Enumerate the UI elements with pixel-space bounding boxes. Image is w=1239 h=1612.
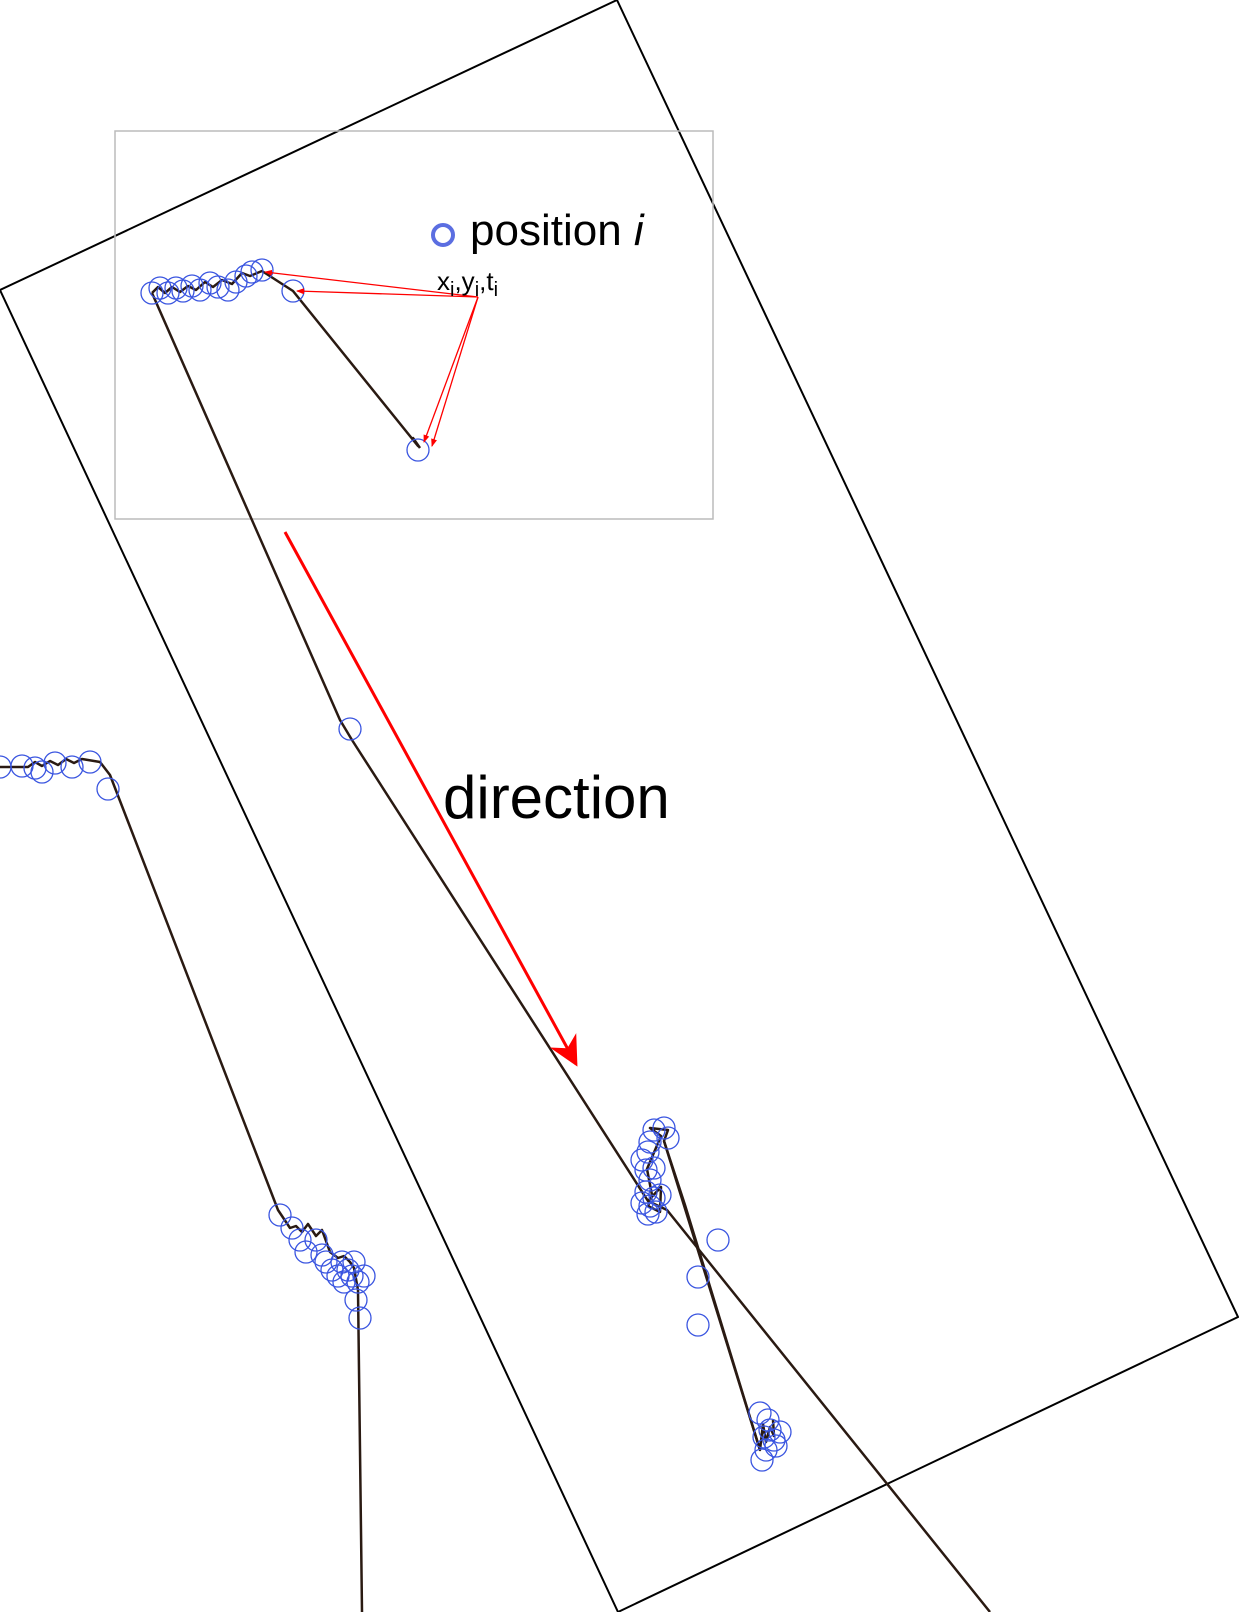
track-main-exit [647,1199,991,1612]
position-marker [156,281,180,305]
position-marker [96,777,120,801]
position-marker [342,1250,366,1274]
position-marker [332,1270,356,1294]
legend-marker [431,223,455,247]
position-marker [636,1202,660,1226]
position-marker [346,1270,370,1294]
position-marker [23,756,47,780]
position-marker [752,1425,776,1449]
position-marker [234,264,258,288]
track-main-descent [150,292,776,1452]
coord-label: xi,yi,ti [437,266,498,301]
position-marker [240,260,264,284]
position-marker [340,1264,364,1288]
position-marker [750,1448,774,1472]
position-marker [656,1126,680,1150]
position-marker [206,275,230,299]
position-marker [310,1243,334,1267]
position-marker [140,281,164,305]
track-secondary [0,757,364,1612]
direction-label: direction [443,764,670,831]
position-marker [686,1265,710,1289]
track-zig [662,1140,762,1451]
position-marker [250,258,274,282]
position-marker [338,717,362,741]
position-marker [686,1313,710,1337]
position-marker [644,1200,668,1224]
position-marker [348,1306,372,1330]
position-marker [304,1228,328,1252]
pointer-arrows [264,269,479,447]
position-marker [294,1240,318,1264]
position-marker [60,755,84,779]
direction-arrow [283,531,578,1067]
position-marker [642,1156,666,1180]
position-marker [768,1420,792,1444]
position-marker [280,1216,304,1240]
position-marker [748,1401,772,1425]
position-marker [652,1116,676,1140]
position-marker [336,1258,360,1282]
position-marker [43,751,67,775]
position-marker [148,276,172,300]
position-marker [216,278,240,302]
zoom-frame [114,130,714,520]
svg-text:position i: position i [470,206,645,255]
position-marker [288,1228,312,1252]
position-marker [764,1434,788,1458]
position-marker [754,1438,778,1462]
position-marker [314,1250,338,1274]
position-marker [642,1118,666,1142]
position-marker [706,1228,730,1252]
legend-label: position [470,206,622,255]
position-marker [406,438,430,462]
position-marker [648,1183,672,1207]
position-marker [344,1288,368,1312]
position-marker [30,760,54,784]
position-marker [758,1418,782,1442]
position-marker [268,1203,292,1227]
position-marker [636,1140,660,1164]
position-marker [78,750,102,774]
position-marker [630,1148,654,1172]
position-markers [0,258,792,1472]
legend-index-var: i [634,206,645,255]
